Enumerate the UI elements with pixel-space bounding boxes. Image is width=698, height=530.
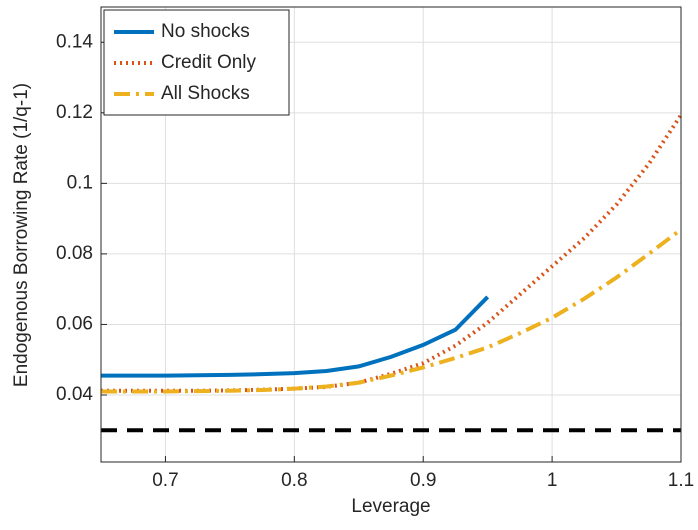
series-line [101,227,683,394]
legend-label: Credit Only [161,52,257,73]
legend-box [103,9,290,116]
x-tick-label: 1.1 [668,470,694,491]
legend-label: All Shocks [161,83,250,104]
x-tick-label: 0.7 [152,470,178,491]
y-tick-label: 0.04 [56,384,93,405]
x-axis-label: Leverage [351,496,430,517]
x-tick-label: 0.8 [281,470,307,491]
y-axis-label: Endogenous Borrowing Rate (1/q-1) [11,83,32,387]
y-tick-label: 0.14 [56,31,93,52]
series-line [101,295,490,378]
y-tick-label: 0.12 [56,102,93,123]
axes-box [100,6,682,463]
y-tick-label: 0.1 [67,172,93,193]
y-tick-label: 0.06 [56,313,93,334]
x-tick-label: 0.9 [410,470,436,491]
x-tick-label: 1 [547,470,558,491]
y-tick-label: 0.08 [56,243,93,264]
legend-label: No shocks [161,21,250,42]
